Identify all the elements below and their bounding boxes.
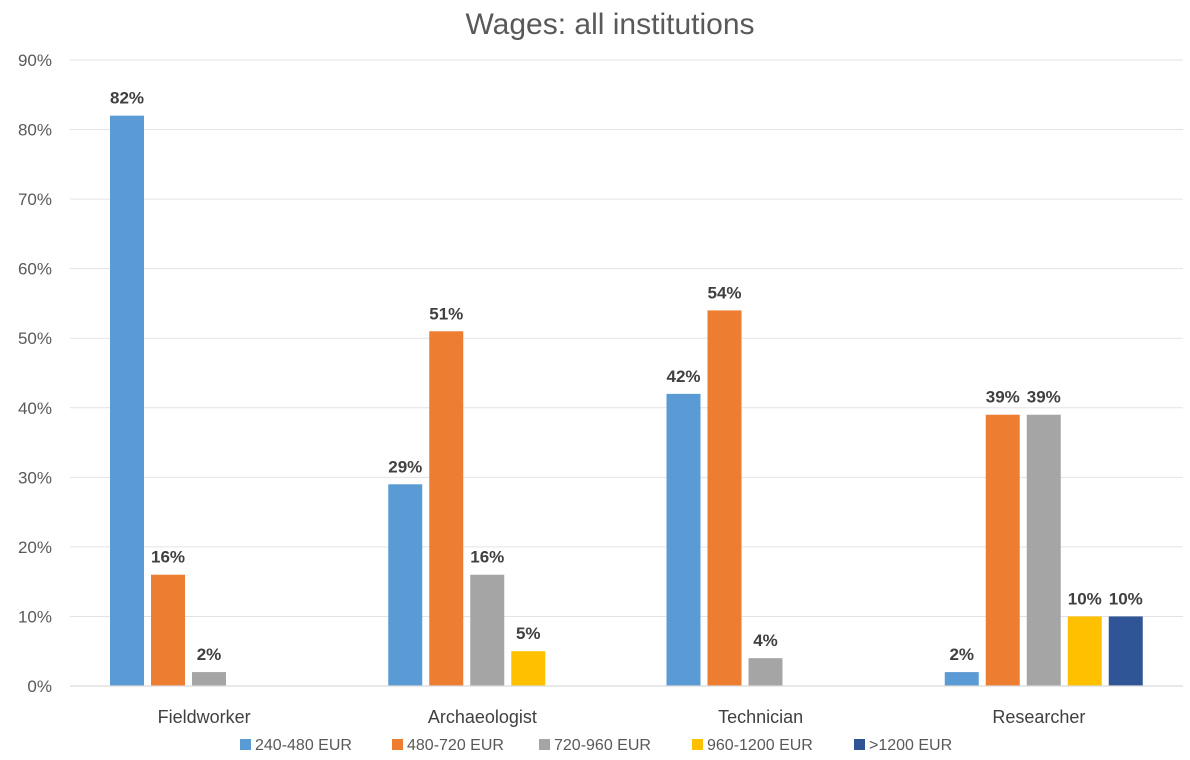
legend-label: 240-480 EUR xyxy=(255,737,352,754)
data-label: 10% xyxy=(1109,589,1143,608)
bar xyxy=(748,658,783,686)
data-label: 2% xyxy=(949,645,974,664)
legend-swatch xyxy=(392,739,403,750)
legend-swatch xyxy=(692,739,703,750)
y-tick-label: 60% xyxy=(18,260,52,279)
bar xyxy=(429,331,464,686)
gridlines xyxy=(70,59,1183,617)
data-label: 39% xyxy=(986,388,1020,407)
data-label: 29% xyxy=(388,457,422,476)
y-tick-label: 10% xyxy=(18,607,52,626)
y-tick-label: 50% xyxy=(18,329,52,348)
bar xyxy=(985,414,1020,686)
y-tick-label: 70% xyxy=(18,190,52,209)
data-label: 82% xyxy=(110,89,144,108)
y-tick-label: 90% xyxy=(18,51,52,70)
category-label: Technician xyxy=(718,707,803,727)
y-tick-label: 0% xyxy=(27,677,52,696)
bar xyxy=(1108,616,1143,686)
legend: 240-480 EUR 480-720 EUR 720-960 EUR 960-120… xyxy=(240,737,952,754)
bars xyxy=(110,115,1143,686)
category-labels: Fieldworker Archaeologist Technician Resear… xyxy=(158,707,1086,727)
legend-swatch xyxy=(240,739,251,750)
bar xyxy=(151,574,185,686)
bar xyxy=(470,574,505,686)
data-labels: 82% 16% 2% 29% 51% 16% 5% 42% 54% 4% 2% 39% 39% 10% 10… xyxy=(110,89,1143,664)
legend-label: 960-1200 EUR xyxy=(707,737,813,754)
data-label: 2% xyxy=(197,645,222,664)
legend-swatch xyxy=(539,739,550,750)
legend-label: 720-960 EUR xyxy=(554,737,651,754)
data-label: 39% xyxy=(1027,388,1061,407)
bar xyxy=(511,651,546,686)
bar xyxy=(110,115,144,686)
data-label: 10% xyxy=(1068,589,1102,608)
y-tick-label: 30% xyxy=(18,468,52,487)
bar xyxy=(944,672,979,686)
data-label: 51% xyxy=(429,304,463,323)
bar xyxy=(707,310,742,686)
bar xyxy=(388,484,423,686)
data-label: 5% xyxy=(516,624,541,643)
bar xyxy=(1067,616,1102,686)
bar xyxy=(1026,414,1061,686)
category-label: Researcher xyxy=(992,707,1085,727)
data-label: 54% xyxy=(707,283,741,302)
legend-label: 480-720 EUR xyxy=(407,737,504,754)
bar xyxy=(192,672,226,686)
legend-label: >1200 EUR xyxy=(869,737,952,754)
data-label: 16% xyxy=(470,548,504,567)
category-label: Fieldworker xyxy=(158,707,251,727)
legend-swatch xyxy=(854,739,865,750)
data-label: 4% xyxy=(753,631,778,650)
y-tick-label: 80% xyxy=(18,121,52,140)
data-label: 42% xyxy=(666,367,700,386)
y-axis-ticks: 0% 10% 20% 30% 40% 50% 60% 70% 80% 90% xyxy=(18,51,52,696)
chart-title: Wages: all institutions xyxy=(465,8,754,41)
y-tick-label: 20% xyxy=(18,538,52,557)
y-tick-label: 40% xyxy=(18,399,52,418)
data-label: 16% xyxy=(151,548,185,567)
category-label: Archaeologist xyxy=(428,707,537,727)
bar xyxy=(666,393,701,686)
